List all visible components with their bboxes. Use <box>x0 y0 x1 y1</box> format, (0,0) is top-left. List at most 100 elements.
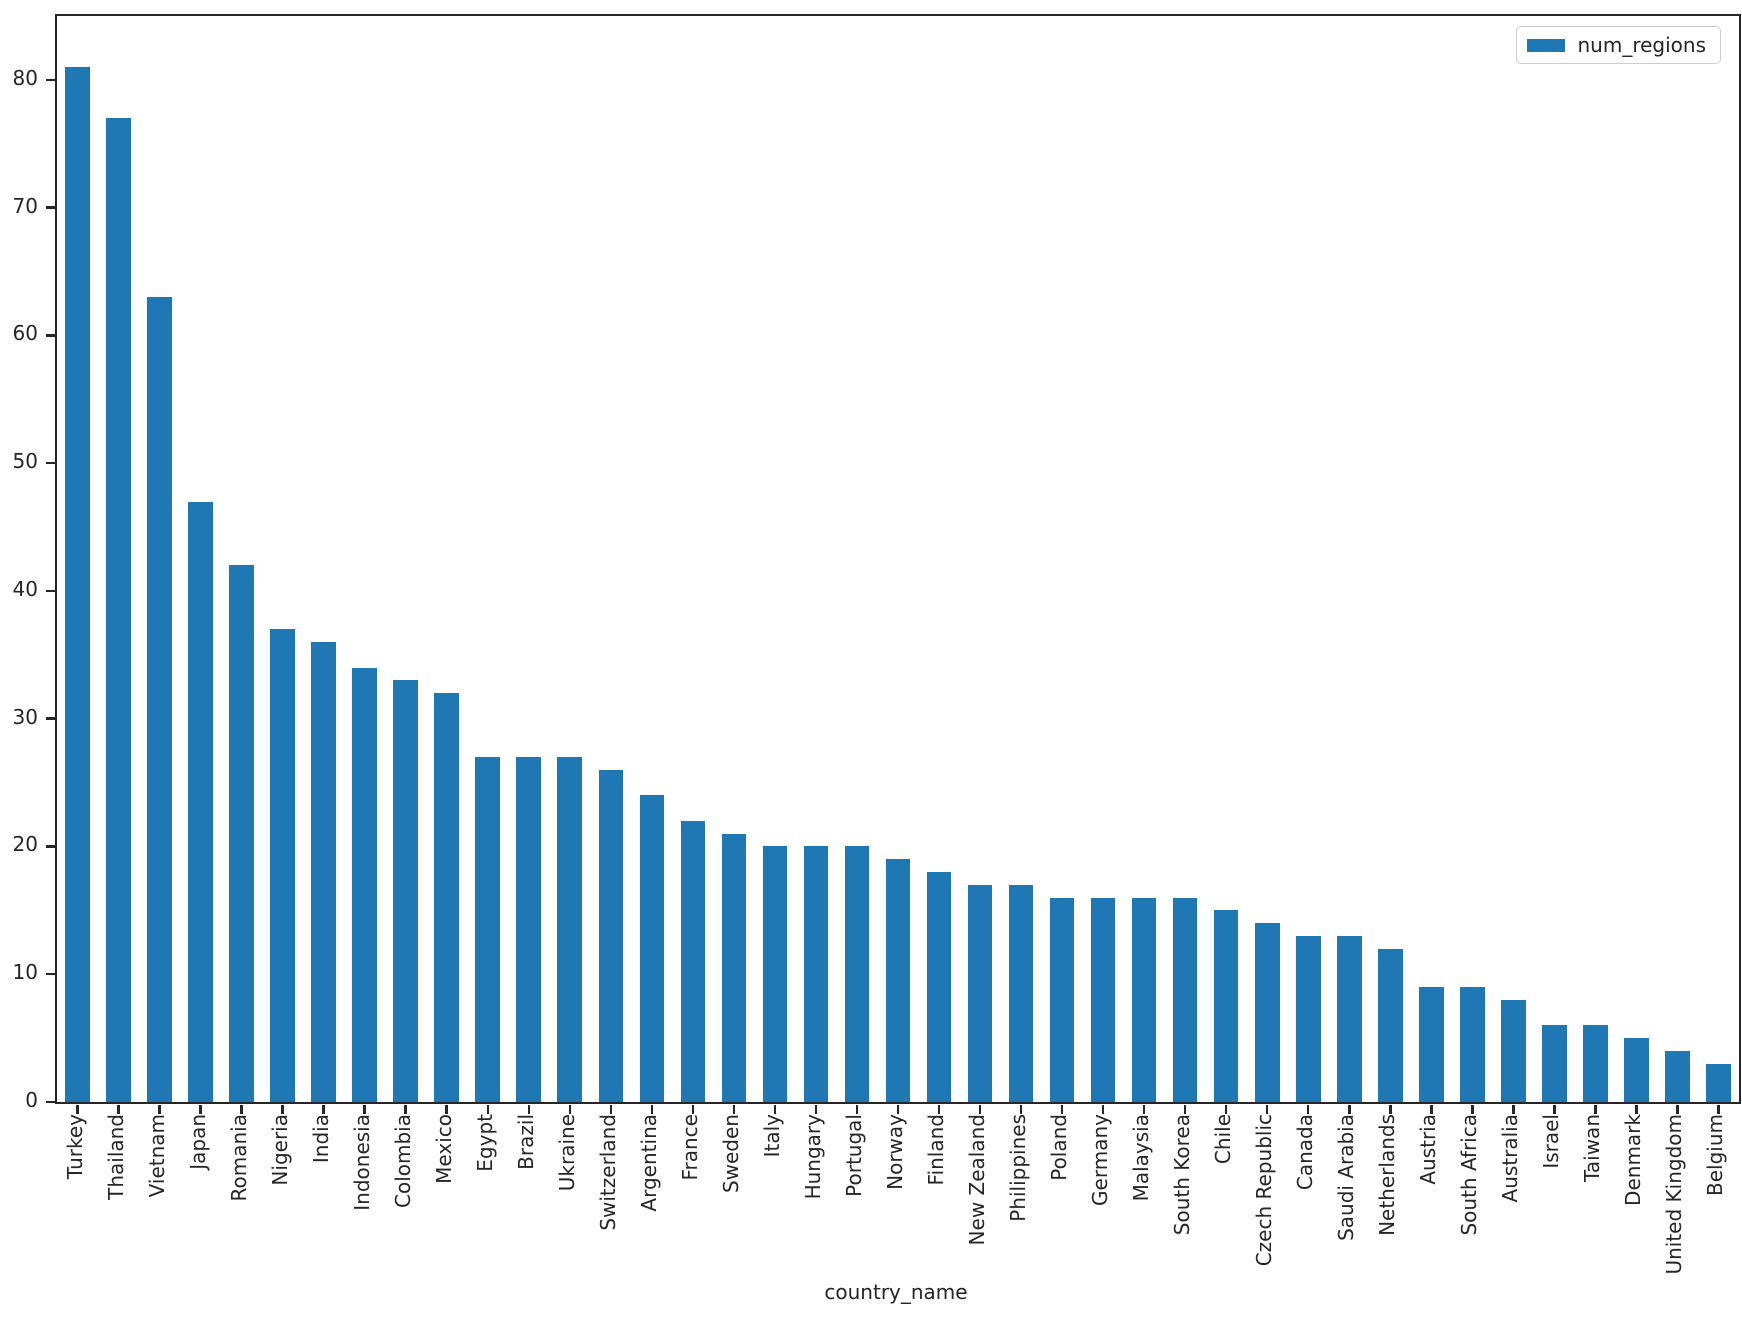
bar <box>1542 1025 1567 1102</box>
bar <box>516 757 542 1102</box>
x-tick-mark <box>937 1104 941 1114</box>
x-tick-label: Philippines <box>1006 1114 1031 1222</box>
bar <box>1090 897 1116 1102</box>
x-tick-label: Colombia <box>390 1114 415 1208</box>
bar <box>270 629 295 1102</box>
bar <box>1008 884 1034 1102</box>
bar <box>1172 897 1198 1102</box>
bar <box>65 67 90 1102</box>
x-tick-mark <box>1512 1104 1515 1114</box>
bar <box>1213 910 1239 1102</box>
y-tick-mark <box>45 206 55 209</box>
x-tick-mark <box>199 1104 202 1114</box>
y-tick-label: 70 <box>12 193 38 218</box>
bar <box>1419 987 1444 1102</box>
x-tick-label: Saudi Arabia <box>1334 1114 1359 1241</box>
x-tick-label: New Zealand <box>965 1114 990 1246</box>
bar <box>1460 987 1485 1102</box>
x-tick-label: Indonesia <box>349 1114 374 1211</box>
x-tick-mark <box>117 1104 120 1114</box>
x-tick-label: Argentina <box>636 1114 661 1212</box>
bar <box>1501 999 1526 1102</box>
x-tick-mark <box>1553 1104 1556 1114</box>
bar <box>475 757 501 1102</box>
x-tick-label: Brazil <box>513 1114 538 1170</box>
x-tick-label: Egypt <box>472 1114 497 1172</box>
y-tick-mark <box>45 589 55 593</box>
x-tick-label: Turkey <box>62 1114 87 1180</box>
x-tick-mark <box>445 1104 448 1114</box>
bar <box>967 884 993 1102</box>
bar <box>557 757 583 1102</box>
x-tick-mark <box>1101 1104 1105 1114</box>
x-tick-mark <box>240 1104 243 1114</box>
y-tick-mark <box>45 461 55 465</box>
x-tick-mark <box>650 1104 654 1114</box>
x-tick-label: Germany <box>1088 1114 1113 1206</box>
x-tick-label: Norway <box>883 1114 907 1190</box>
x-tick-label: France <box>677 1114 702 1181</box>
x-tick-mark <box>1635 1104 1638 1114</box>
x-tick-label: Finland <box>924 1114 949 1186</box>
x-tick-mark <box>1224 1104 1228 1114</box>
x-tick-mark <box>1019 1104 1023 1114</box>
bar <box>1254 923 1280 1102</box>
x-tick-mark <box>896 1104 900 1114</box>
x-tick-label: Portugal <box>841 1114 866 1197</box>
x-tick-label: Netherlands <box>1375 1114 1400 1236</box>
x-tick-label: Italy <box>759 1114 784 1158</box>
legend: num_regions <box>1516 26 1721 64</box>
y-tick-label: 80 <box>12 65 38 90</box>
x-tick-label: Switzerland <box>595 1114 620 1231</box>
bar <box>229 565 254 1102</box>
x-tick-label: Australia <box>1498 1114 1523 1203</box>
bar <box>311 642 336 1102</box>
x-tick-label: Sweden <box>718 1114 743 1194</box>
x-tick-label: Nigeria <box>267 1114 292 1186</box>
x-tick-label: Hungary <box>800 1114 825 1200</box>
x-tick-mark <box>814 1104 818 1114</box>
x-tick-mark <box>1594 1104 1597 1114</box>
x-tick-mark <box>855 1104 859 1114</box>
bar <box>393 680 418 1102</box>
y-tick-label: 50 <box>12 449 38 474</box>
bar <box>1295 935 1321 1102</box>
bar <box>926 872 952 1102</box>
x-tick-label: Ukraine <box>554 1114 579 1192</box>
bar <box>844 846 870 1102</box>
x-tick-mark <box>363 1104 366 1114</box>
legend-label: num_regions <box>1577 33 1706 57</box>
x-tick-label: Canada <box>1293 1114 1318 1191</box>
y-tick-label: 0 <box>25 1088 38 1112</box>
y-tick-mark <box>45 334 55 337</box>
y-tick-mark <box>45 1100 55 1104</box>
x-tick-mark <box>978 1104 982 1114</box>
y-tick-mark <box>45 845 55 848</box>
x-axis-title: country_name <box>824 1280 968 1304</box>
x-tick-label: Mexico <box>431 1114 456 1184</box>
bar <box>639 795 665 1102</box>
bar <box>1049 897 1075 1102</box>
x-tick-mark <box>1389 1104 1392 1114</box>
x-tick-mark <box>1717 1104 1720 1114</box>
x-tick-mark <box>158 1104 161 1114</box>
x-tick-mark <box>1142 1104 1146 1114</box>
y-tick-label: 20 <box>12 832 38 857</box>
bar <box>721 833 747 1102</box>
y-tick-mark <box>45 972 55 976</box>
bar <box>1583 1025 1608 1102</box>
bar <box>598 769 624 1102</box>
x-tick-mark <box>527 1104 531 1114</box>
bar <box>352 667 377 1102</box>
y-tick-mark <box>45 78 55 82</box>
bar <box>1336 935 1362 1102</box>
x-tick-mark <box>281 1104 284 1114</box>
x-tick-mark <box>1676 1104 1679 1114</box>
x-tick-mark <box>1306 1104 1310 1114</box>
x-tick-mark <box>773 1104 777 1114</box>
x-tick-label: Denmark <box>1621 1114 1646 1206</box>
y-tick-label: 60 <box>12 321 38 346</box>
x-tick-label: Japan <box>185 1114 210 1170</box>
x-tick-mark <box>1265 1104 1269 1114</box>
x-tick-label: Romania <box>226 1114 251 1202</box>
